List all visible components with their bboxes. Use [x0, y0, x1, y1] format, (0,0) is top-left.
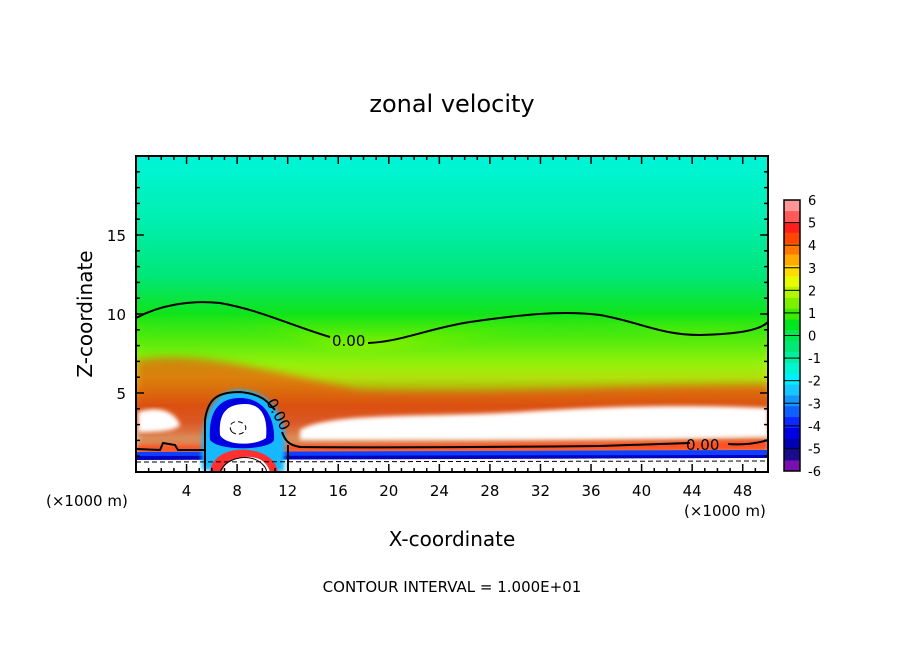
colorbar-frame [783, 199, 801, 472]
colorbar-label: -6 [808, 465, 821, 480]
x-tick-label: 8 [232, 482, 242, 500]
colorbar-label: 3 [808, 262, 816, 277]
colorbar-swatch [784, 221, 800, 233]
colorbar-swatch [784, 210, 800, 222]
colorbar-swatch [784, 460, 800, 472]
colorbar-label: 6 [808, 194, 816, 209]
colorbar-label: 1 [808, 307, 816, 322]
colorbar-swatch [784, 416, 800, 428]
colorbar-label: -4 [808, 420, 821, 435]
colorbar-label: -3 [808, 397, 821, 412]
colorbar-swatch [784, 265, 800, 277]
x-tick-label: 4 [182, 482, 192, 500]
colorbar-swatch [784, 373, 800, 385]
colorbar-swatch [784, 438, 800, 450]
colorbar-label: -1 [808, 352, 821, 367]
x-tick-label: 40 [632, 482, 651, 500]
x-tick-label: 20 [379, 482, 398, 500]
colorbar-label: -2 [808, 375, 821, 390]
colorbar-swatch [784, 200, 800, 212]
y-tick-label: 5 [116, 385, 126, 403]
colorbar-swatch [784, 395, 800, 407]
x-tick-label: 16 [329, 482, 348, 500]
zero-contour-upper [136, 301, 768, 344]
x-tick-label: 12 [278, 482, 297, 500]
colorbar-label: 5 [808, 217, 816, 232]
x-axis-label: X-coordinate [389, 527, 516, 551]
contour-label: 0.00 [686, 436, 719, 454]
colorbar-swatch [784, 275, 800, 288]
y-tick-label: 10 [107, 306, 126, 324]
colorbar-swatch [784, 351, 800, 363]
colorbar-label: 2 [808, 284, 816, 299]
x-unit-label-right: (×1000 m) [684, 502, 766, 520]
colorbar-swatch [784, 254, 800, 266]
contour-label: 0.00 [332, 332, 365, 350]
x-tick-label: 28 [480, 482, 499, 500]
chart-title: zonal velocity [369, 90, 534, 118]
x-tick-label: 44 [683, 482, 702, 500]
colorbar-swatch [784, 319, 800, 331]
colorbar-swatch [784, 232, 800, 244]
colorbar-label: 0 [808, 330, 816, 345]
x-tick-label: 32 [531, 482, 550, 500]
x-tick-label: 36 [581, 482, 600, 500]
colorbar-swatch [784, 308, 800, 320]
colorbar-swatch [784, 449, 800, 461]
x-unit-label-left: (×1000 m) [46, 492, 128, 510]
colorbar-swatch [784, 286, 800, 298]
y-axis-label: Z-coordinate [73, 250, 97, 377]
colorbar-label: 4 [808, 239, 816, 254]
colorbar: 6 5 4 3 2 1 0 -1 -2 -3 -4 -5 -6 [783, 194, 821, 480]
contour-interval-text: CONTOUR INTERVAL = 1.000E+01 [323, 578, 582, 596]
colorbar-swatch [784, 340, 800, 353]
colorbar-swatch [784, 384, 800, 396]
colorbar-label: -5 [808, 442, 821, 457]
x-tick-label: 48 [733, 482, 752, 500]
colorbar-swatch [784, 405, 800, 418]
contour-field [136, 156, 768, 472]
dashed-contour [136, 421, 768, 463]
y-tick-label: 15 [107, 227, 126, 245]
colorbar-swatch [784, 297, 800, 309]
colorbar-swatch [784, 362, 800, 374]
x-tick-label: 24 [430, 482, 449, 500]
colorbar-swatch [784, 243, 800, 255]
contour-lines [136, 301, 768, 472]
colorbar-swatch [784, 427, 800, 439]
